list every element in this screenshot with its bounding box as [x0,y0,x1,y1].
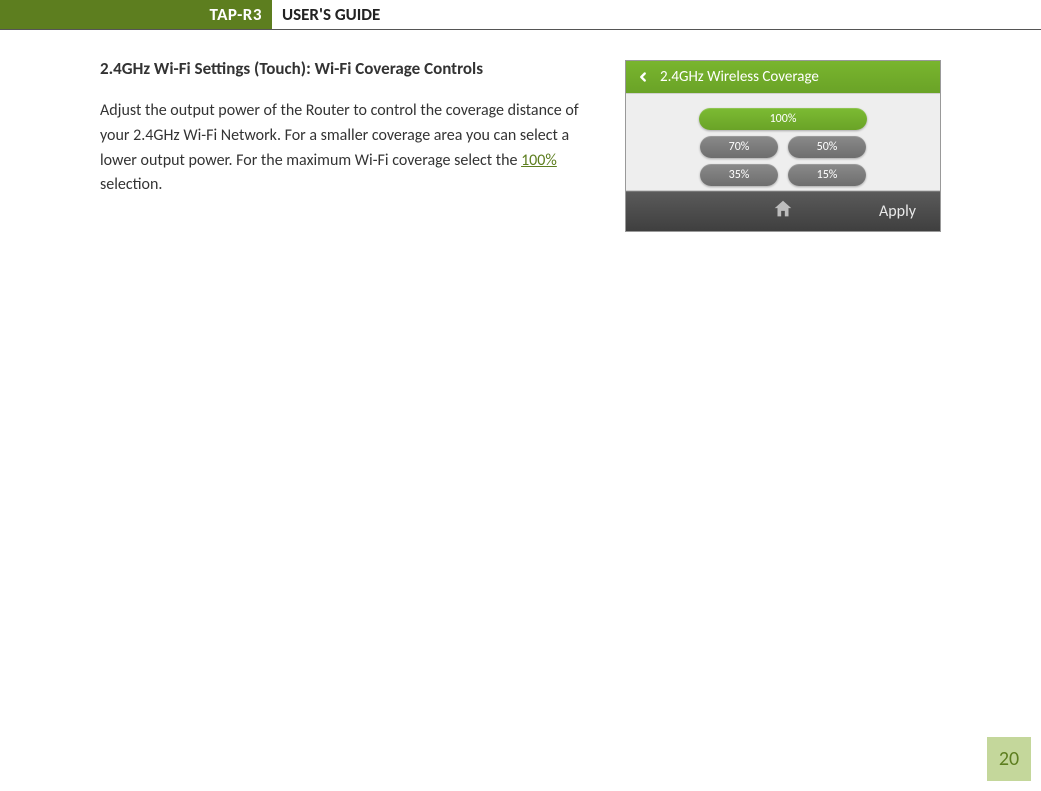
body-text-post: selection. [100,175,162,194]
apply-button[interactable]: Apply [879,202,916,221]
coverage-options: 100% 70% 50% 35% 15% [626,93,940,191]
coverage-option-15[interactable]: 15% [788,164,866,186]
body-text-pre: Adjust the output power of the Router to… [100,101,579,170]
page-content: 2.4GHz Wi-Fi Settings (Touch): Wi-Fi Cov… [0,30,1041,232]
back-button[interactable] [626,70,660,84]
coverage-option-100[interactable]: 100% [699,108,867,130]
home-button[interactable] [772,198,794,225]
coverage-option-70[interactable]: 70% [700,136,778,158]
product-badge: TAP-R3 [0,0,272,29]
chevron-left-icon [636,70,650,84]
section-heading: 2.4GHz Wi-Fi Settings (Touch): Wi-Fi Cov… [100,58,607,79]
screenshot-footer: Apply [626,191,940,231]
screenshot-header: 2.4GHz Wireless Coverage [626,61,940,93]
coverage-option-35[interactable]: 35% [700,164,778,186]
page-number-badge: 20 [987,737,1031,781]
text-column: 2.4GHz Wi-Fi Settings (Touch): Wi-Fi Cov… [100,58,607,232]
coverage-100-link[interactable]: 100% [521,151,557,170]
screenshot-title: 2.4GHz Wireless Coverage [660,68,819,86]
coverage-option-50[interactable]: 50% [788,136,866,158]
guide-title: USER'S GUIDE [272,0,941,29]
section-body: Adjust the output power of the Router to… [100,99,607,198]
device-screenshot: 2.4GHz Wireless Coverage 100% 70% 50% 35… [625,60,941,232]
home-icon [772,198,794,220]
page-header: TAP-R3 USER'S GUIDE [0,0,1041,30]
